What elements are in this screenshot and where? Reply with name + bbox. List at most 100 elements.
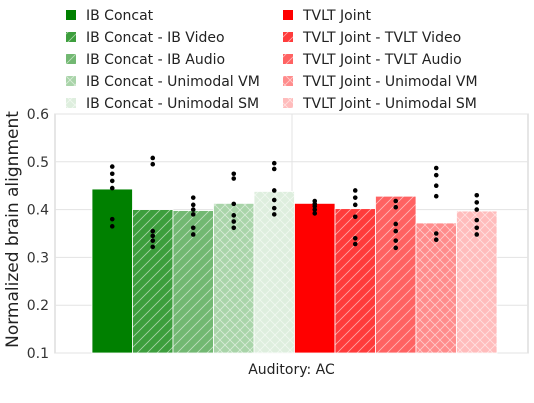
bar bbox=[415, 222, 457, 354]
legend-label: TVLT Joint - TVLT Video bbox=[302, 30, 461, 46]
legend-label: TVLT Joint - Unimodal VM bbox=[302, 74, 478, 90]
data-point bbox=[231, 171, 237, 177]
bar bbox=[91, 188, 133, 354]
data-point bbox=[190, 207, 196, 212]
legend-label: TVLT Joint - Unimodal SM bbox=[302, 96, 477, 112]
data-point bbox=[433, 193, 439, 199]
data-point bbox=[433, 237, 439, 243]
data-point bbox=[393, 198, 399, 204]
data-point bbox=[474, 207, 480, 212]
legend-item: IB Concat - IB Video bbox=[66, 30, 225, 46]
legend-label: TVLT Joint - TVLT Audio bbox=[302, 52, 462, 68]
data-point bbox=[352, 235, 358, 241]
y-tick-label: 0.5 bbox=[27, 155, 49, 171]
legend-swatch bbox=[283, 54, 293, 64]
data-point bbox=[474, 225, 480, 231]
bar bbox=[172, 210, 214, 354]
legend-label: IB Concat bbox=[86, 8, 154, 24]
data-point bbox=[190, 202, 196, 208]
data-point bbox=[312, 211, 318, 216]
data-point bbox=[352, 241, 358, 247]
data-point bbox=[271, 205, 277, 211]
data-point bbox=[150, 228, 156, 234]
bar bbox=[375, 195, 417, 354]
data-point bbox=[190, 232, 196, 237]
legend-item: IB Concat - Unimodal VM bbox=[66, 74, 260, 90]
legend-swatch bbox=[283, 32, 293, 42]
data-point bbox=[109, 216, 115, 222]
bar bbox=[294, 202, 336, 354]
x-category-label: Auditory: AC bbox=[248, 362, 335, 378]
chart-legend: IB Concat IB Concat - IB Video IB Concat -… bbox=[66, 8, 478, 112]
data-point bbox=[109, 185, 115, 191]
data-point bbox=[190, 195, 196, 200]
data-point bbox=[393, 245, 399, 251]
data-point bbox=[433, 183, 439, 188]
data-point bbox=[109, 178, 115, 184]
legend-item: IB Concat - IB Audio bbox=[66, 52, 225, 68]
legend-item: IB Concat bbox=[66, 8, 154, 24]
data-point bbox=[150, 161, 156, 167]
bar bbox=[253, 191, 295, 354]
legend-label: TVLT Joint bbox=[302, 8, 371, 24]
data-point bbox=[433, 231, 439, 236]
data-point bbox=[312, 203, 318, 209]
data-point bbox=[109, 164, 115, 169]
data-point bbox=[109, 171, 115, 177]
data-point bbox=[109, 224, 115, 229]
legend-item: TVLT Joint - TVLT Audio bbox=[283, 52, 462, 68]
y-tick-label: 0.1 bbox=[27, 346, 49, 362]
data-point bbox=[150, 244, 156, 250]
data-point bbox=[271, 212, 277, 217]
data-point bbox=[433, 165, 439, 171]
legend-swatch bbox=[66, 10, 76, 20]
data-point bbox=[474, 232, 480, 237]
y-tick-label: 0.6 bbox=[27, 107, 49, 123]
data-point bbox=[433, 172, 439, 178]
data-point bbox=[393, 221, 399, 227]
legend-swatch bbox=[66, 32, 76, 42]
bar bbox=[132, 209, 174, 354]
data-point bbox=[312, 207, 318, 212]
y-tick-label: 0.3 bbox=[27, 250, 49, 266]
legend-label: IB Concat - Unimodal VM bbox=[86, 74, 260, 90]
y-axis-label: Normalized brain alignment bbox=[3, 111, 23, 348]
data-point bbox=[150, 155, 156, 161]
data-point bbox=[393, 228, 399, 234]
legend-item: TVLT Joint - Unimodal VM bbox=[283, 74, 478, 90]
legend-item: TVLT Joint bbox=[283, 8, 371, 24]
data-point bbox=[150, 233, 156, 239]
data-point bbox=[393, 238, 399, 243]
data-point bbox=[231, 225, 237, 231]
data-point bbox=[190, 212, 196, 217]
legend-label: IB Concat - IB Audio bbox=[86, 52, 225, 68]
data-point bbox=[474, 217, 480, 223]
data-point bbox=[271, 160, 277, 166]
legend-item: TVLT Joint - TVLT Video bbox=[283, 30, 461, 46]
data-point bbox=[352, 195, 358, 200]
legend-swatch bbox=[66, 76, 76, 86]
legend-label: IB Concat - Unimodal SM bbox=[86, 96, 259, 112]
legend-swatch bbox=[283, 76, 293, 86]
legend-label: IB Concat - IB Video bbox=[86, 30, 225, 46]
data-point bbox=[231, 176, 237, 181]
legend-swatch bbox=[66, 98, 76, 108]
bar bbox=[334, 208, 376, 354]
data-point bbox=[352, 202, 358, 208]
data-point bbox=[352, 188, 358, 193]
data-point bbox=[231, 213, 237, 218]
data-point bbox=[352, 214, 358, 220]
data-point bbox=[393, 204, 399, 210]
data-points bbox=[109, 155, 480, 251]
data-point bbox=[474, 192, 480, 198]
data-point bbox=[231, 219, 237, 224]
legend-swatch bbox=[283, 10, 293, 20]
data-point bbox=[271, 188, 277, 193]
legend-item: TVLT Joint - Unimodal SM bbox=[283, 96, 477, 112]
data-point bbox=[190, 225, 196, 231]
y-tick-label: 0.2 bbox=[27, 298, 49, 314]
legend-swatch bbox=[283, 98, 293, 108]
legend-swatch bbox=[66, 54, 76, 64]
data-point bbox=[474, 200, 480, 205]
